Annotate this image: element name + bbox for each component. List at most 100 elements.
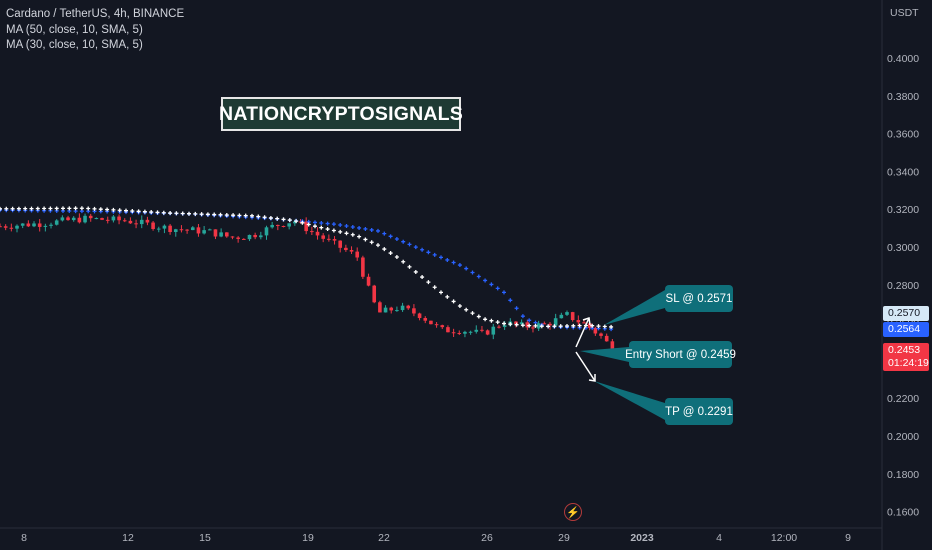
ma-marker [149,210,154,215]
ma-marker [54,206,59,211]
ma-marker [457,303,462,308]
candle-body [168,225,172,233]
ma-marker [174,211,179,216]
candle-body [202,230,206,234]
candle-body [502,325,507,328]
ma-marker [168,211,173,216]
ma-marker [520,314,525,319]
ma-marker [23,206,28,211]
candle-body [66,217,70,221]
ma-marker [394,237,399,242]
ma-marker [376,243,380,248]
ma-marker [432,285,437,290]
ma-marker [16,206,21,211]
x-tick-label: 22 [378,532,390,544]
x-tick-label: 26 [481,532,493,544]
ma-marker [338,229,343,234]
candle-body [474,329,479,332]
candle-body [185,229,189,231]
candle-body [599,333,603,336]
candle-body [293,221,297,224]
candle-body [213,229,218,237]
candle-body [43,225,48,227]
ma-marker [502,321,506,326]
callout-entry-short[interactable]: Entry Short @ 0.2459 [625,341,736,368]
ma-marker [86,206,91,211]
ma-marker [363,237,368,242]
arrow-head-tp [588,374,596,382]
candle-body [570,312,575,321]
ma-marker [350,232,355,237]
ma-marker [4,206,9,211]
candle-body [366,276,371,286]
candle-body [94,218,99,220]
candle-body [298,221,303,223]
ma-marker [376,228,380,233]
candle-body [9,227,14,229]
ma-marker [350,224,355,229]
ma-marker [193,211,198,216]
callout-pointer-tp [594,381,665,420]
candle-body [497,326,501,328]
candle-body [304,221,308,232]
ma-marker [338,222,343,227]
candle-body [610,341,615,354]
ma-marker [470,270,475,275]
ma-marker [382,231,387,236]
candle-body [406,305,411,309]
callout-take-profit[interactable]: TP @ 0.2291 [665,398,733,425]
ma-marker [426,280,431,285]
candle-body [338,240,342,248]
legend-ma30[interactable]: MA (30, close, 10, SMA, 5) [6,39,143,51]
candle-body [548,323,552,326]
candle-body [451,332,456,334]
ma-marker [218,212,223,217]
ma-marker [571,323,576,328]
candle-body [128,220,133,224]
ma-marker [451,299,456,304]
ma-marker [325,221,330,226]
candle-body [190,227,195,231]
countdown-timer: 01:24:19 [888,357,929,369]
candle-body [134,223,138,225]
ma-marker [256,214,261,219]
y-tick-label: 0.3800 [887,91,919,103]
ma-marker [344,223,349,228]
candle-body [253,234,257,238]
ma-marker [565,324,569,329]
ma-marker [495,286,500,291]
legend-symbol[interactable]: Cardano / TetherUS, 4h, BINANCE [6,8,185,20]
callout-stop-loss[interactable]: SL @ 0.2571 [665,285,733,312]
candle-body [332,239,337,241]
candle-body [111,216,116,221]
candle-body [310,231,314,233]
ma-marker [464,266,469,271]
ma-marker [142,209,147,214]
ma-marker [344,231,349,236]
ma-marker [602,324,607,329]
ma-marker [319,225,324,230]
candle-body [54,220,59,225]
ma-marker [243,213,248,218]
legend-ma50[interactable]: MA (50, close, 10, SMA, 5) [6,23,143,36]
candle-body [423,318,428,321]
ma-marker [432,252,437,257]
ma-marker [394,255,399,260]
candle-body [173,229,178,233]
candle-body [553,318,558,326]
ma-marker [388,251,393,256]
ma-marker [369,240,374,245]
arrow-head-sl [582,317,591,326]
ma-marker [527,323,532,328]
ma-marker [281,217,286,222]
candle-body [446,327,450,333]
ma-marker [268,215,273,220]
ma-marker [287,218,292,223]
candle-body [355,251,360,258]
candle-body [83,215,87,223]
lightning-icon[interactable]: ⚡ [564,503,582,521]
x-tick-label: 4 [716,532,722,544]
ma-marker [0,206,2,211]
